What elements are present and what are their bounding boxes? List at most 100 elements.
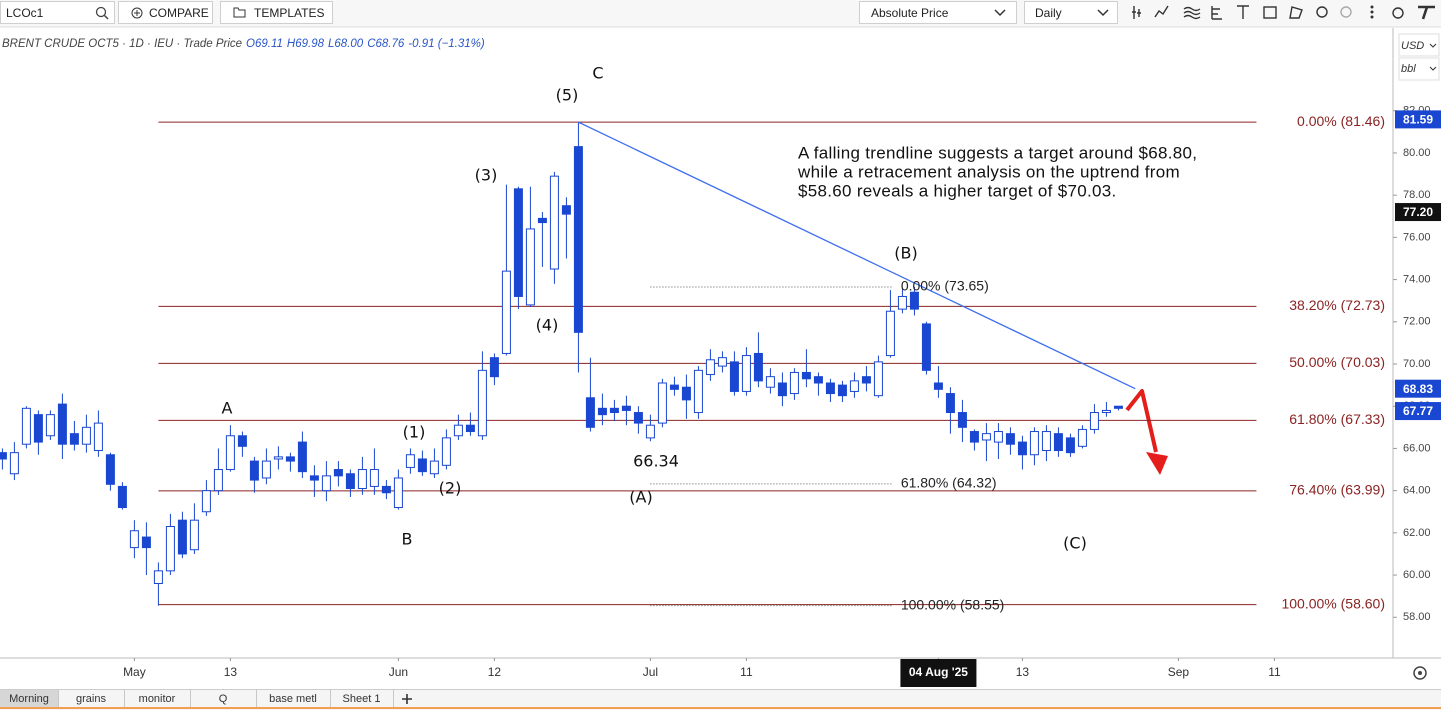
y-tick-label: 76.00 (1403, 231, 1431, 243)
wave-label: A (222, 399, 233, 418)
wave-label: (3) (475, 166, 498, 185)
candle-body (609, 407, 619, 414)
symbol-input[interactable]: LCOc1 (0, 1, 115, 24)
currency-box[interactable] (1398, 33, 1440, 57)
fib-extension-label: 0.00% (73.65) (901, 278, 989, 294)
plot-area (0, 121, 1257, 607)
interval: Daily (1035, 5, 1062, 20)
candle-body (405, 454, 415, 468)
sheet-tab[interactable]: Morning (0, 690, 59, 708)
legend-value: -0.91 (−1.31%) (408, 38, 485, 50)
add-sheet[interactable] (395, 690, 419, 708)
icon-zoom-out[interactable] (1340, 6, 1352, 18)
candle-body (153, 570, 163, 584)
sheet-tab[interactable]: base metl (256, 690, 331, 708)
candle-body (513, 188, 523, 297)
templates-icon (233, 7, 246, 18)
y-tick-label: 62.00 (1403, 527, 1431, 539)
candle-body (633, 412, 643, 424)
legend-values: O69.11 H69.98 L68.00 C68.76 -0.91 (−1.31%) (246, 38, 489, 50)
y-tick-label: 78.00 (1403, 189, 1431, 201)
interval-select[interactable]: Daily (1024, 1, 1118, 24)
candle-body (321, 475, 331, 492)
price-badge-label: 81.59 (1403, 113, 1433, 127)
icon-bars[interactable] (1132, 6, 1141, 19)
currency: USD (1401, 40, 1424, 52)
y-tick-label: 64.00 (1403, 485, 1431, 497)
templates-button[interactable]: TEMPLATES (220, 1, 333, 24)
fib-extension-label: 61.80% (64.32) (901, 475, 997, 491)
legend-value: O69.11 (246, 38, 283, 50)
candle-body (393, 477, 403, 509)
price-badge-label: 68.83 (1403, 382, 1433, 396)
wave-label: (A) (629, 488, 652, 507)
symbol: LCOc1 (6, 5, 44, 20)
candle-body (141, 536, 151, 549)
candle-body (1053, 433, 1063, 452)
arrow-path (1125, 389, 1158, 453)
sheet-tab[interactable]: Sheet 1 (330, 690, 394, 708)
candle-body (1089, 412, 1099, 430)
price-badge (1395, 110, 1441, 129)
candle-body (345, 473, 355, 490)
arrow-head (1146, 452, 1168, 475)
candle-body (645, 424, 655, 439)
icon-text[interactable] (1237, 5, 1249, 19)
candle-body (441, 437, 451, 466)
icon-draw[interactable] (1289, 6, 1303, 19)
candle-body (873, 361, 883, 397)
x-tick-label: 11 (740, 665, 753, 679)
candle-body (261, 460, 271, 479)
icon-indicators[interactable] (1183, 6, 1201, 20)
legend-value: C68.76 (367, 38, 405, 50)
candle-body (813, 376, 823, 384)
icon-logo[interactable] (1418, 5, 1435, 20)
icon-settings[interactable] (1392, 7, 1404, 19)
fib-level-label: 76.40% (63.99) (1289, 482, 1385, 498)
candle-body (237, 435, 247, 447)
legend-value: L68.00 (328, 38, 364, 50)
unit: bbl (1401, 63, 1416, 75)
y-tick-label: 60.00 (1403, 569, 1431, 581)
candle-body (693, 369, 703, 414)
legend-value: H69.98 (286, 38, 325, 50)
toolbar-bg (0, 0, 1441, 27)
tab-bar-underline (0, 707, 1441, 709)
sheet-tab[interactable]: grains (58, 690, 125, 708)
icon-fib[interactable] (1211, 6, 1222, 20)
candle-body (573, 146, 583, 333)
candle-body (225, 435, 235, 471)
candle-body (861, 376, 871, 384)
compare-button[interactable]: COMPARE (118, 1, 213, 24)
sheet-tab[interactable]: Q (190, 690, 257, 708)
candle-body (333, 469, 343, 477)
wave-label: (2) (439, 479, 462, 498)
candle-body (81, 426, 91, 445)
candle-body (93, 422, 103, 452)
icon-shape[interactable] (1263, 6, 1277, 19)
axis-settings[interactable] (1413, 666, 1427, 680)
fib-extension-label: 100.00% (58.55) (901, 596, 1005, 612)
sheet-tab[interactable]: monitor (124, 690, 191, 708)
candle-body (453, 424, 463, 437)
x-tick-label: 11 (1268, 665, 1281, 679)
candle-body (561, 205, 571, 215)
candle-body (753, 352, 763, 382)
wave-label: C (592, 64, 603, 83)
candle-body (213, 469, 223, 492)
icon-line[interactable] (1154, 5, 1169, 18)
candle-body (465, 424, 475, 433)
unit-box[interactable] (1398, 57, 1440, 81)
toolbar-icons[interactable] (1132, 5, 1435, 20)
price-badge (1395, 379, 1441, 398)
icon-zoom-in[interactable] (1316, 6, 1328, 18)
candle-body (681, 386, 691, 401)
fib-level-label: 100.00% (58.60) (1281, 595, 1385, 611)
candle-body (585, 397, 595, 428)
candle-body (669, 384, 679, 390)
price-mode-select[interactable]: Absolute Price (859, 1, 1017, 24)
candle-body (165, 526, 175, 572)
candle-body (657, 382, 667, 424)
